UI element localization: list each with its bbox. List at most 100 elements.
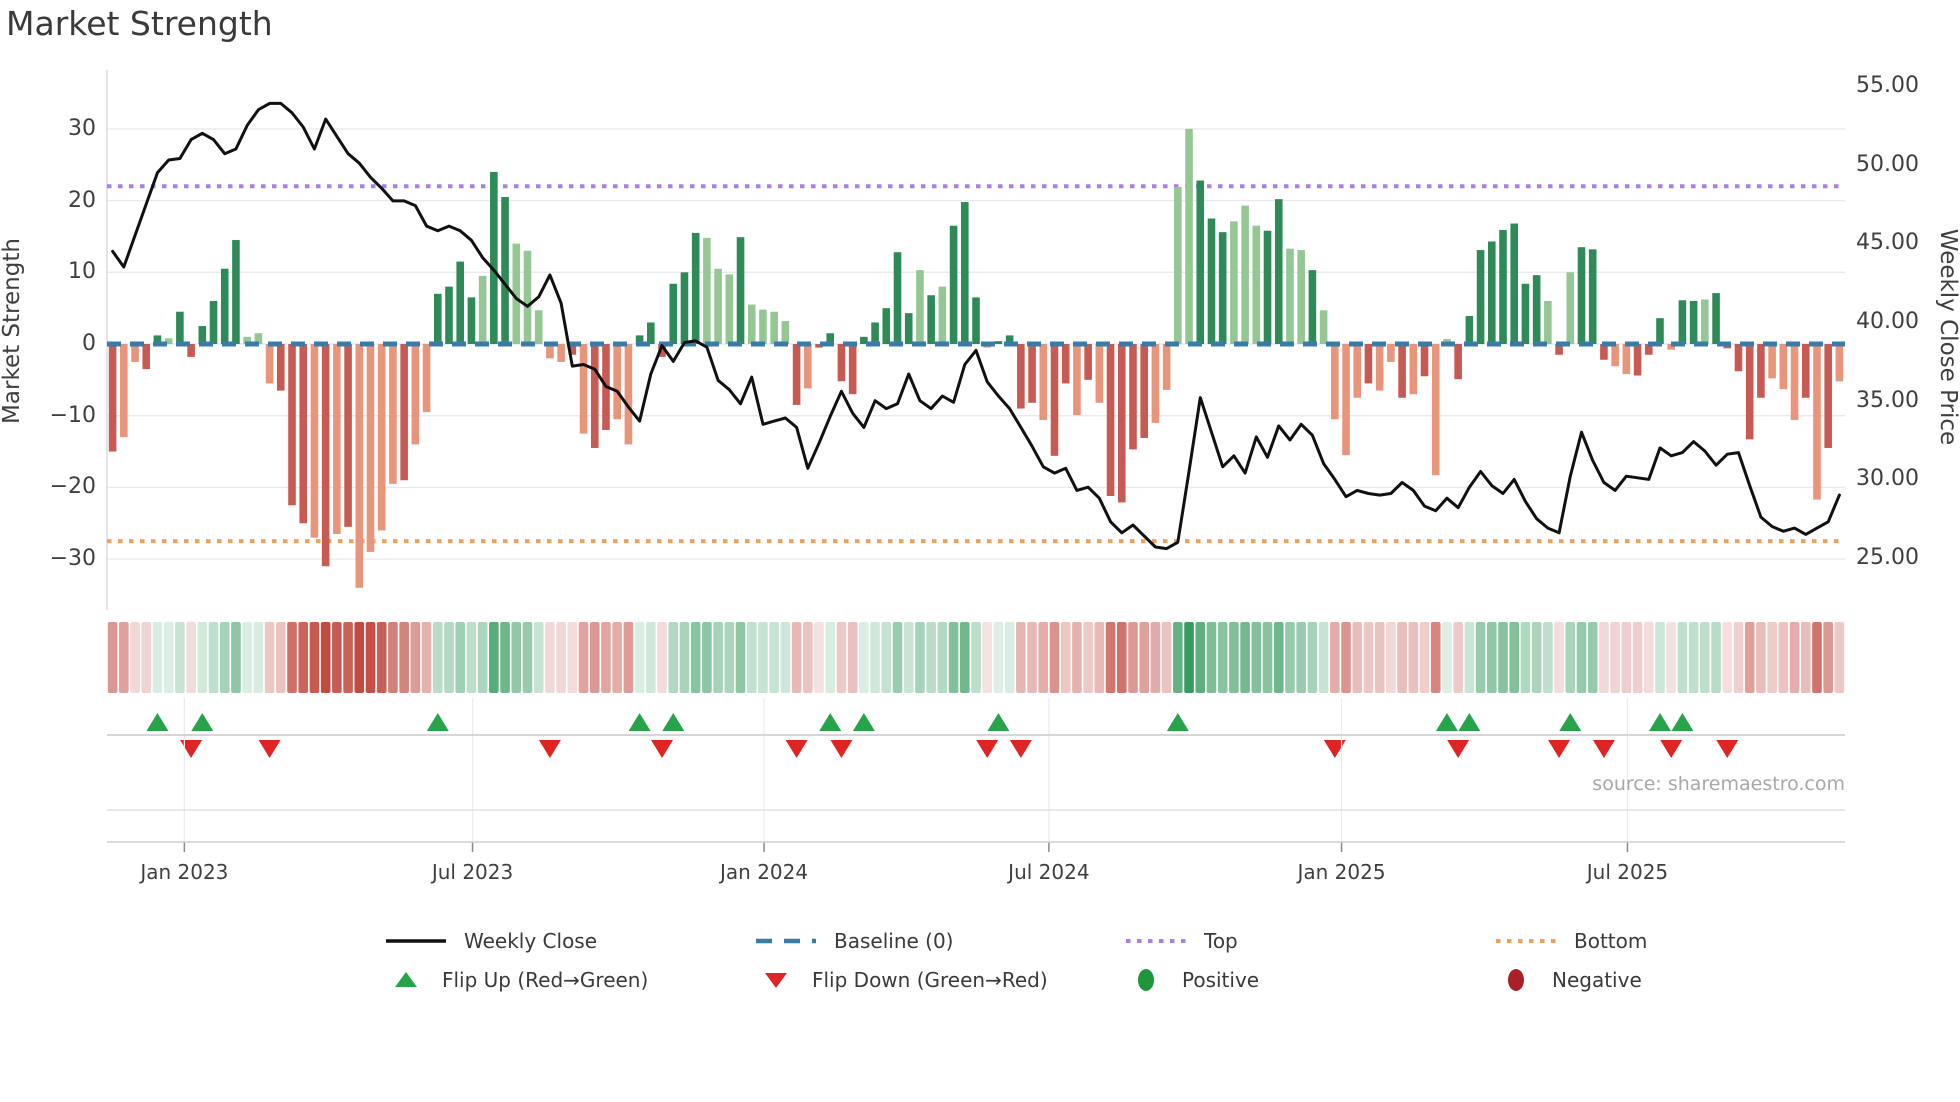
heatmap-cell: [926, 622, 936, 693]
heatmap-cell: [567, 622, 578, 693]
heatmap-cell: [1486, 622, 1497, 693]
strength-bar: [333, 344, 341, 535]
strength-bar: [1308, 270, 1317, 344]
strength-bar: [277, 344, 285, 391]
strength-bar: [1196, 180, 1205, 344]
strength-bar: [232, 240, 240, 344]
left-tick-label: 30: [68, 115, 96, 141]
heatmap-cell: [522, 622, 533, 693]
legend-label: Bottom: [1574, 929, 1648, 953]
heatmap-cell: [287, 622, 297, 693]
heatmap-cell: [1812, 622, 1822, 693]
heatmap-cell: [1576, 622, 1587, 693]
heatmap-cell: [1733, 622, 1744, 693]
left-tick-label: 20: [68, 187, 96, 213]
strength-bar: [1342, 344, 1350, 456]
legend-item-baseline: Baseline (0): [754, 921, 953, 961]
strength-bar: [1745, 344, 1754, 440]
strength-bar: [1757, 344, 1765, 398]
heatmap-cell: [1307, 622, 1318, 693]
flip-up-marker: [191, 713, 214, 731]
bottom-dots-swatch: [1494, 927, 1560, 955]
strength-bar: [131, 344, 139, 362]
heatmap-cell: [1060, 622, 1071, 693]
flip-down-marker: [1323, 740, 1346, 758]
strength-bar: [669, 283, 678, 344]
heatmap-cell: [1554, 622, 1564, 693]
strength-bar: [725, 274, 734, 344]
heatmap-cell: [1632, 622, 1643, 693]
heatmap-cell: [1520, 622, 1531, 693]
heatmap-cell: [1229, 622, 1239, 693]
flip-up-marker: [1166, 713, 1189, 731]
legend-item-flip-up: Flip Up (Red→Green): [384, 960, 648, 1000]
heatmap-cell: [634, 622, 645, 693]
strength-bar: [1185, 128, 1193, 344]
strength-bar: [355, 344, 364, 588]
heatmap-cell: [309, 622, 320, 693]
flip-down-marker: [976, 740, 999, 758]
heatmap-cell: [1217, 622, 1228, 693]
strength-bar: [1106, 344, 1115, 497]
strength-bar: [546, 344, 554, 359]
heatmap-cell: [1262, 622, 1273, 693]
heatmap-cell: [1430, 622, 1441, 693]
strength-bar: [1835, 344, 1844, 382]
heatmap-cell: [533, 622, 544, 693]
heatmap-cell: [1251, 622, 1262, 693]
strength-bar: [927, 295, 935, 344]
flip-up-marker: [662, 713, 685, 731]
heatmap-cell: [1038, 622, 1049, 693]
strength-bar: [310, 344, 319, 538]
heatmap-cell: [500, 622, 510, 693]
heatmap-cell: [702, 622, 712, 693]
strength-bar: [1487, 241, 1496, 344]
strength-bar: [871, 322, 879, 344]
legend-item-negative: Negative: [1494, 960, 1642, 1000]
heatmap-cell: [1397, 622, 1407, 693]
flip-down-marker: [1660, 740, 1683, 758]
strength-bar: [254, 333, 263, 344]
strength-bar: [153, 335, 162, 344]
strength-bar: [1454, 344, 1462, 380]
strength-bar: [1409, 344, 1418, 395]
strength-bar: [1174, 186, 1182, 344]
strength-bar: [1712, 293, 1720, 344]
heatmap-cell: [1621, 622, 1632, 693]
strength-bar: [321, 344, 330, 567]
heatmap-cell: [208, 622, 219, 693]
heatmap-cell: [1711, 622, 1721, 693]
heatmap-cell: [612, 622, 622, 693]
strength-bar: [1241, 205, 1249, 344]
strength-bar: [1017, 344, 1025, 409]
strength-bar: [815, 344, 823, 348]
x-tick-label: Jul 2024: [1008, 860, 1090, 884]
strength-bar: [1207, 218, 1216, 344]
heatmap-cell: [376, 622, 387, 693]
flip-up-marker: [819, 713, 842, 731]
heatmap-cell: [971, 622, 981, 693]
heatmap-cell: [1531, 622, 1542, 693]
strength-bar: [265, 344, 274, 384]
strength-bar: [299, 344, 308, 524]
strength-bar: [1779, 344, 1788, 390]
heatmap-cell: [1419, 622, 1430, 693]
strength-bar: [1117, 344, 1126, 503]
heatmap-cell: [870, 622, 880, 693]
flip-down-marker: [258, 740, 281, 758]
heatmap-cell: [1498, 622, 1508, 693]
flip-up-marker: [1458, 713, 1481, 731]
strength-heatmap-strip: [107, 622, 1845, 693]
heatmap-cell: [859, 622, 869, 693]
strength-bar: [1050, 344, 1059, 456]
flip-down-marker: [1009, 740, 1032, 758]
heatmap-cell: [679, 622, 690, 693]
flip-down-marker: [651, 740, 674, 758]
strength-bar: [1521, 283, 1530, 344]
heatmap-cell: [657, 622, 667, 693]
strength-bar: [747, 304, 756, 344]
heatmap-cell: [1666, 622, 1677, 693]
heatmap-cell: [455, 622, 466, 693]
heatmap-cell: [264, 622, 275, 693]
